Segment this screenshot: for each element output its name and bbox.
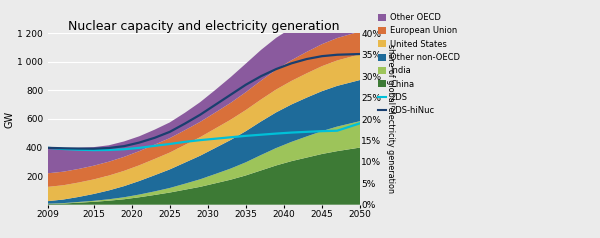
- Legend: Other OECD, European Union, United States, Other non-OECD, India, China, 2DS, 2D: Other OECD, European Union, United State…: [376, 11, 462, 117]
- Y-axis label: share of global electricity generation: share of global electricity generation: [386, 45, 395, 193]
- Y-axis label: GW: GW: [4, 110, 14, 128]
- Title: Nuclear capacity and electricity generation: Nuclear capacity and electricity generat…: [68, 20, 340, 33]
